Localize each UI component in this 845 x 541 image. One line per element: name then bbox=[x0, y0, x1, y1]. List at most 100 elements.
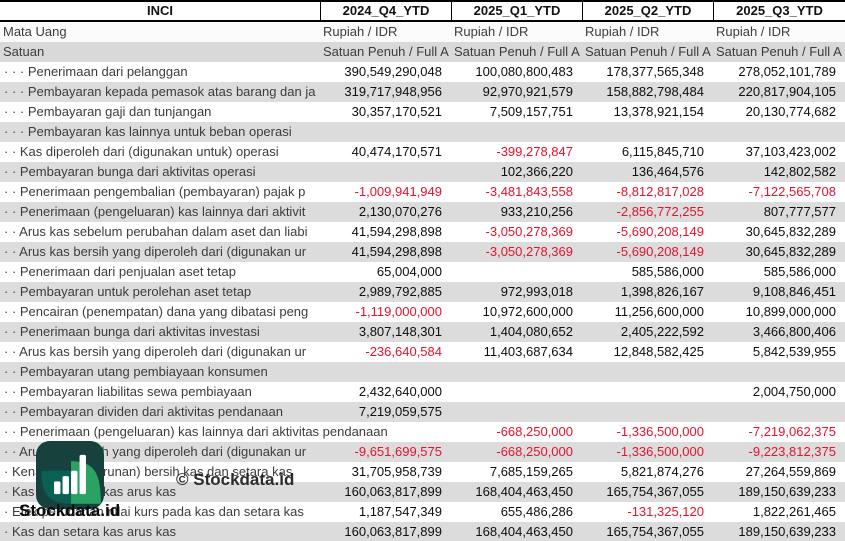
value-cell[interactable]: 9,108,846,451 bbox=[752, 284, 836, 299]
value-cell[interactable]: 10,899,000,000 bbox=[745, 304, 836, 319]
value-cell[interactable]: 160,063,817,899 bbox=[344, 484, 442, 499]
row-label[interactable]: · · Penerimaan (pengeluaran) kas lainnya… bbox=[4, 424, 388, 439]
value-cell[interactable]: 37,103,423,002 bbox=[745, 144, 836, 159]
value-cell[interactable]: 10,972,600,000 bbox=[482, 304, 573, 319]
row-label[interactable]: · · Arus kas bersih yang diperoleh dari … bbox=[4, 244, 307, 259]
value-cell[interactable]: -1,009,941,949 bbox=[354, 184, 442, 199]
value-cell[interactable]: 7,685,159,265 bbox=[489, 464, 573, 479]
row-label[interactable]: · · Pembayaran dividen dari aktivitas pe… bbox=[4, 404, 283, 419]
value-cell[interactable]: -9,651,699,575 bbox=[354, 444, 442, 459]
currency-cell[interactable]: Rupiah / IDR bbox=[454, 24, 529, 39]
value-cell[interactable]: 585,586,000 bbox=[631, 264, 704, 279]
value-cell[interactable]: 12,848,582,425 bbox=[613, 344, 704, 359]
value-cell[interactable]: 2,432,640,000 bbox=[358, 384, 442, 399]
row-label[interactable]: · · Penerimaan (pengeluaran) kas lainnya… bbox=[4, 204, 306, 219]
unit-cell[interactable]: Satuan Penuh / Full A bbox=[323, 44, 449, 59]
value-cell[interactable]: -3,481,843,558 bbox=[485, 184, 573, 199]
value-cell[interactable]: 41,594,298,898 bbox=[351, 224, 442, 239]
value-cell[interactable]: 220,817,904,105 bbox=[738, 84, 836, 99]
value-cell[interactable]: 142,802,582 bbox=[763, 164, 836, 179]
row-label[interactable]: · · Penerimaan pengembalian (pembayaran)… bbox=[4, 184, 306, 199]
value-cell[interactable] bbox=[582, 122, 713, 142]
value-cell[interactable]: -5,690,208,149 bbox=[616, 224, 704, 239]
value-cell[interactable] bbox=[320, 122, 451, 142]
value-cell[interactable]: 30,645,832,289 bbox=[745, 244, 836, 259]
unit-cell[interactable]: Satuan Penuh / Full A bbox=[454, 44, 580, 59]
value-cell[interactable]: 1,404,080,652 bbox=[489, 324, 573, 339]
value-cell[interactable]: 807,777,577 bbox=[763, 204, 836, 219]
row-label[interactable]: · · Arus kas sebelum perubahan dalam ase… bbox=[4, 224, 308, 239]
value-cell[interactable]: 160,063,817,899 bbox=[344, 524, 442, 539]
row-label[interactable]: · Kas dan setara kas arus kas bbox=[4, 524, 176, 539]
value-cell[interactable]: 92,970,921,579 bbox=[482, 84, 573, 99]
value-cell[interactable]: -2,856,772,255 bbox=[616, 204, 704, 219]
value-cell[interactable]: 100,080,800,483 bbox=[475, 64, 573, 79]
value-cell[interactable]: 1,398,826,167 bbox=[620, 284, 704, 299]
currency-cell[interactable]: Rupiah / IDR bbox=[585, 24, 660, 39]
row-label[interactable]: · · Pembayaran utang pembiayaan konsumen bbox=[4, 364, 268, 379]
value-cell[interactable]: 2,405,222,592 bbox=[620, 324, 704, 339]
value-cell[interactable]: 11,256,600,000 bbox=[614, 304, 704, 319]
row-label[interactable]: · · Pembayaran untuk perolehan aset teta… bbox=[4, 284, 252, 299]
value-cell[interactable]: 168,404,463,450 bbox=[475, 484, 573, 499]
row-label[interactable]: · · Kas diperoleh dari (digunakan untuk)… bbox=[4, 144, 279, 159]
value-cell[interactable]: 2,989,792,885 bbox=[358, 284, 442, 299]
value-cell[interactable] bbox=[451, 382, 582, 402]
value-cell[interactable] bbox=[451, 362, 582, 382]
row-label[interactable]: · · · Pembayaran kas lainnya untuk beban… bbox=[4, 124, 292, 139]
value-cell[interactable]: 7,219,059,575 bbox=[358, 404, 442, 419]
value-cell[interactable]: 2,004,750,000 bbox=[752, 384, 836, 399]
period-header-cell[interactable]: 2025_Q3_YTD bbox=[713, 2, 845, 20]
value-cell[interactable]: 65,004,000 bbox=[376, 264, 442, 279]
value-cell[interactable]: 178,377,565,348 bbox=[606, 64, 704, 79]
value-cell[interactable]: 20,130,774,682 bbox=[745, 104, 836, 119]
value-cell[interactable]: 30,645,832,289 bbox=[745, 224, 836, 239]
value-cell[interactable]: -8,812,817,028 bbox=[616, 184, 704, 199]
value-cell[interactable] bbox=[713, 362, 845, 382]
value-cell[interactable]: 41,594,298,898 bbox=[351, 244, 442, 259]
value-cell[interactable]: -3,050,278,369 bbox=[485, 244, 573, 259]
currency-cell[interactable]: Rupiah / IDR bbox=[323, 24, 398, 39]
value-cell[interactable] bbox=[713, 402, 845, 422]
ticker-header-cell[interactable]: INCI bbox=[147, 3, 173, 18]
value-cell[interactable]: 168,404,463,450 bbox=[475, 524, 573, 539]
value-cell[interactable]: -399,278,847 bbox=[496, 144, 573, 159]
value-cell[interactable]: -5,690,208,149 bbox=[616, 244, 704, 259]
value-cell[interactable]: 189,150,639,233 bbox=[738, 524, 836, 539]
value-cell[interactable]: -1,336,500,000 bbox=[616, 424, 704, 439]
value-cell[interactable]: -1,336,500,000 bbox=[616, 444, 704, 459]
value-cell[interactable] bbox=[582, 362, 713, 382]
value-cell[interactable]: 2,130,070,276 bbox=[358, 204, 442, 219]
value-cell[interactable]: 165,754,367,055 bbox=[606, 524, 704, 539]
value-cell[interactable]: 13,378,921,154 bbox=[613, 104, 704, 119]
value-cell[interactable]: -3,050,278,369 bbox=[485, 224, 573, 239]
period-header-cell[interactable]: 2025_Q1_YTD bbox=[451, 2, 582, 20]
period-header-cell[interactable]: 2024_Q4_YTD bbox=[320, 2, 451, 20]
row-label[interactable]: · · Pembayaran liabilitas sewa pembiayaa… bbox=[4, 384, 252, 399]
value-cell[interactable]: -668,250,000 bbox=[496, 424, 573, 439]
value-cell[interactable]: 7,509,157,751 bbox=[489, 104, 573, 119]
value-cell[interactable]: 27,264,559,869 bbox=[745, 464, 836, 479]
value-cell[interactable]: 40,474,170,571 bbox=[351, 144, 442, 159]
row-label[interactable]: · · Penerimaan bunga dari aktivitas inve… bbox=[4, 324, 260, 339]
value-cell[interactable]: 158,882,798,484 bbox=[606, 84, 704, 99]
unit-row-label[interactable]: Satuan bbox=[3, 44, 45, 59]
value-cell[interactable]: 30,357,170,521 bbox=[351, 104, 442, 119]
value-cell[interactable]: 655,486,286 bbox=[500, 504, 573, 519]
row-label[interactable]: · · Pembayaran bunga dari aktivitas oper… bbox=[4, 164, 256, 179]
value-cell[interactable] bbox=[451, 122, 582, 142]
value-cell[interactable]: 31,705,958,739 bbox=[351, 464, 442, 479]
value-cell[interactable]: -131,325,120 bbox=[627, 504, 704, 519]
value-cell[interactable]: 136,464,576 bbox=[631, 164, 704, 179]
row-label[interactable]: · · · Pembayaran kepada pemasok atas bar… bbox=[4, 84, 316, 99]
value-cell[interactable] bbox=[582, 402, 713, 422]
value-cell[interactable]: 165,754,367,055 bbox=[606, 484, 704, 499]
value-cell[interactable]: 972,993,018 bbox=[500, 284, 573, 299]
period-header-cell[interactable]: 2025_Q2_YTD bbox=[582, 2, 713, 20]
value-cell[interactable]: 1,187,547,349 bbox=[358, 504, 442, 519]
value-cell[interactable] bbox=[320, 362, 451, 382]
value-cell[interactable]: 5,842,539,955 bbox=[752, 344, 836, 359]
unit-cell[interactable]: Satuan Penuh / Full A bbox=[585, 44, 711, 59]
value-cell[interactable]: 3,807,148,301 bbox=[358, 324, 442, 339]
value-cell[interactable]: -7,122,565,708 bbox=[748, 184, 836, 199]
